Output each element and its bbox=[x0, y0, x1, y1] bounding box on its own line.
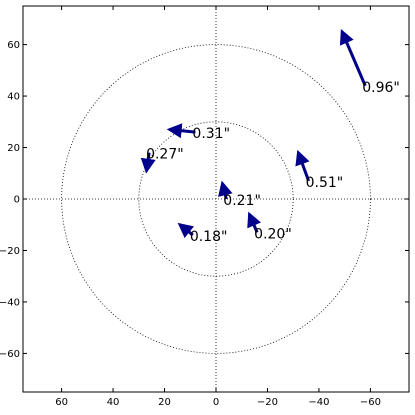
vector-arrow bbox=[177, 222, 195, 239]
y-tick-label: −60 bbox=[0, 349, 20, 360]
reference-circle-30 bbox=[138, 121, 294, 277]
vector-arrow bbox=[247, 211, 262, 234]
x-tick-label: 60 bbox=[55, 397, 68, 408]
vector-arrow bbox=[166, 123, 196, 139]
y-tick-label: 0 bbox=[14, 195, 20, 206]
vector-label: 0.20" bbox=[254, 226, 292, 242]
reference-circle-60 bbox=[61, 44, 371, 354]
x-tick-label: −40 bbox=[308, 397, 329, 408]
y-tick-label: −20 bbox=[0, 246, 20, 257]
vector-arrow bbox=[339, 28, 367, 87]
x-tick-label: −60 bbox=[360, 397, 381, 408]
vector-label: 0.96" bbox=[362, 80, 400, 96]
x-tick-label: −20 bbox=[257, 397, 278, 408]
vector-label: 0.21" bbox=[223, 193, 261, 209]
vector-label: 0.51" bbox=[306, 175, 344, 191]
vector-arrow bbox=[218, 180, 233, 200]
y-tick-label: 40 bbox=[7, 92, 20, 103]
vector-arrow bbox=[140, 152, 156, 174]
y-tick-label: 60 bbox=[7, 40, 20, 51]
vector-label: 0.18" bbox=[190, 229, 228, 245]
vector-label: 0.31" bbox=[192, 126, 230, 142]
x-tick-label: 40 bbox=[107, 397, 120, 408]
x-tick-label: 20 bbox=[158, 397, 171, 408]
y-tick-label: −40 bbox=[0, 297, 20, 308]
y-tick-label: 20 bbox=[7, 143, 20, 154]
vector-arrow bbox=[295, 149, 311, 182]
x-tick-label: 0 bbox=[213, 397, 219, 408]
vector-label: 0.27" bbox=[146, 147, 184, 163]
